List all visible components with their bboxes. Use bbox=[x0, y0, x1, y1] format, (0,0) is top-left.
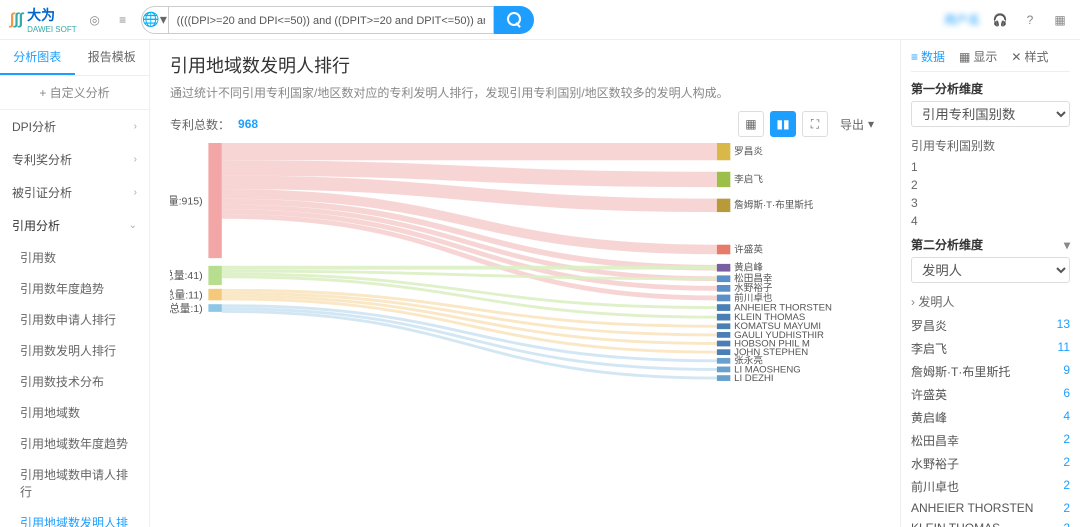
nav-subitem[interactable]: 引用数年度趋势 bbox=[0, 273, 149, 304]
style-icon: ✕ bbox=[1011, 50, 1021, 64]
count-row: 专利总数： 968 ▦ ▮▮ ⛶ 导出▾ bbox=[170, 111, 880, 137]
chart-toolbar: ▦ ▮▮ ⛶ 导出▾ bbox=[738, 111, 880, 137]
search-input[interactable] bbox=[169, 6, 495, 34]
menu-icon[interactable]: ≡ bbox=[113, 10, 133, 30]
user-area: 用户名 🎧 ? ▦ bbox=[944, 10, 1070, 30]
logo: ∫∫∫ 大为 DAWEI SOFT bbox=[10, 5, 77, 34]
inventor-row[interactable]: 水野裕子2 bbox=[911, 452, 1070, 475]
grid-icon[interactable]: ▦ bbox=[1050, 10, 1070, 30]
nav-group[interactable]: DPI分析› bbox=[0, 110, 149, 143]
logo-mark: ∫∫∫ bbox=[10, 11, 23, 29]
nav-group[interactable]: 引用分析⌄ bbox=[0, 209, 149, 242]
inventor-row[interactable]: 李启飞11 bbox=[911, 337, 1070, 360]
help-icon[interactable]: ? bbox=[1020, 10, 1040, 30]
sidebar: 分析图表 报告模板 + 自定义分析 DPI分析›专利奖分析›被引证分析›引用分析… bbox=[0, 40, 150, 527]
nav: DPI分析›专利奖分析›被引证分析›引用分析⌄引用数引用数年度趋势引用数申请人排… bbox=[0, 110, 149, 527]
nav-subitem[interactable]: 引用地域数 bbox=[0, 397, 149, 428]
headset-icon[interactable]: 🎧 bbox=[990, 10, 1010, 30]
nav-subitem[interactable]: 引用数发明人排行 bbox=[0, 335, 149, 366]
custom-analysis-button[interactable]: + 自定义分析 bbox=[0, 76, 149, 110]
export-button[interactable]: 导出▾ bbox=[834, 116, 880, 133]
rp-tabs: ≡数据 ▦显示 ✕样式 bbox=[911, 48, 1070, 72]
inventor-row[interactable]: 黄启峰4 bbox=[911, 406, 1070, 429]
right-panel: ≡数据 ▦显示 ✕样式 第一分析维度 引用专利国别数 引用专利国别数 1234 … bbox=[900, 40, 1080, 527]
dim1-label: 引用专利国别数 bbox=[911, 137, 1070, 154]
logo-text: 大为 bbox=[27, 5, 76, 25]
main: 引用地域数发明人排行 通过统计不同引用专利国家/地区数对应的专利发明人排行，发现… bbox=[150, 40, 900, 527]
svg-text:罗昌炎: 罗昌炎 bbox=[734, 147, 763, 158]
tab-template[interactable]: 报告模板 bbox=[75, 40, 150, 75]
searchbar: 🌐▾ bbox=[141, 6, 535, 34]
svg-text:LI DEZHI: LI DEZHI bbox=[734, 373, 773, 384]
svg-text:2(总量:41): 2(总量:41) bbox=[170, 269, 203, 282]
nav-subitem[interactable]: 引用地域数年度趋势 bbox=[0, 428, 149, 459]
count-value: 968 bbox=[238, 117, 258, 131]
dim1-value: 1 bbox=[911, 158, 1070, 176]
user-name[interactable]: 用户名 bbox=[944, 11, 980, 28]
topbar: ∫∫∫ 大为 DAWEI SOFT ◎ ≡ 🌐▾ 用户名 🎧 ? ▦ bbox=[0, 0, 1080, 40]
expand-button[interactable]: ⛶ bbox=[802, 111, 828, 137]
inventor-table: 罗昌炎13李启飞11詹姆斯·T·布里斯托9许盛英6黄启峰4松田昌幸2水野裕子2前… bbox=[911, 314, 1070, 527]
inventor-row[interactable]: 松田昌幸2 bbox=[911, 429, 1070, 452]
inventor-row[interactable]: 前川卓也2 bbox=[911, 475, 1070, 498]
svg-text:3(总量:11): 3(总量:11) bbox=[170, 288, 203, 301]
list-icon: ≡ bbox=[911, 50, 918, 64]
inventor-row[interactable]: KLEIN THOMAS2 bbox=[911, 518, 1070, 527]
svg-text:詹姆斯·T·布里斯托: 詹姆斯·T·布里斯托 bbox=[734, 199, 814, 211]
table-view-button[interactable]: ▦ bbox=[738, 111, 764, 137]
rp-tab-data[interactable]: ≡数据 bbox=[911, 48, 945, 65]
rp-tab-display[interactable]: ▦显示 bbox=[959, 48, 997, 65]
nav-subitem[interactable]: 引用地域数发明人排行 bbox=[0, 507, 149, 527]
inventor-row[interactable]: 罗昌炎13 bbox=[911, 314, 1070, 337]
dim1-values: 1234 bbox=[911, 158, 1070, 230]
globe-icon[interactable]: 🌐▾ bbox=[141, 6, 169, 34]
search-button[interactable] bbox=[494, 6, 534, 34]
nav-subitem[interactable]: 引用数技术分布 bbox=[0, 366, 149, 397]
svg-text:4(总量:1): 4(总量:1) bbox=[170, 302, 203, 315]
compass-icon[interactable]: ◎ bbox=[85, 10, 105, 30]
chart-view-button[interactable]: ▮▮ bbox=[770, 111, 796, 137]
inventor-row[interactable]: ANHEIER THORSTEN2 bbox=[911, 498, 1070, 518]
nav-subitem[interactable]: 引用数申请人排行 bbox=[0, 304, 149, 335]
page-subtitle: 通过统计不同引用专利国家/地区数对应的专利发明人排行，发现引用专利国别/地区数较… bbox=[170, 84, 880, 101]
grid-icon: ▦ bbox=[959, 50, 970, 64]
sankey-chart: 1(总量:915) 2(总量:41) 3(总量:11)4(总量:1) 罗昌炎李启飞詹姆… bbox=[170, 143, 880, 515]
svg-text:黄启峰: 黄启峰 bbox=[734, 262, 763, 274]
svg-text:李启飞: 李启飞 bbox=[734, 173, 763, 185]
count-label: 专利总数： bbox=[170, 116, 230, 133]
inventor-row[interactable]: 许盛英6 bbox=[911, 383, 1070, 406]
inventor-row[interactable]: 詹姆斯·T·布里斯托9 bbox=[911, 360, 1070, 383]
dim1-title: 第一分析维度 bbox=[911, 80, 1070, 97]
page-title: 引用地域数发明人排行 bbox=[170, 52, 880, 78]
rp-tab-style[interactable]: ✕样式 bbox=[1011, 48, 1048, 65]
nav-subitem[interactable]: 引用数 bbox=[0, 242, 149, 273]
dim1-select[interactable]: 引用专利国别数 bbox=[911, 101, 1070, 127]
nav-subitem[interactable]: 引用地域数申请人排行 bbox=[0, 459, 149, 507]
dim1-value: 2 bbox=[911, 176, 1070, 194]
sidebar-tabs: 分析图表 报告模板 bbox=[0, 40, 149, 76]
dim1-value: 3 bbox=[911, 194, 1070, 212]
logo-subtext: DAWEI SOFT bbox=[27, 25, 76, 34]
svg-text:许盛英: 许盛英 bbox=[734, 243, 763, 255]
dim2-label: › 发明人 bbox=[911, 293, 1070, 310]
tab-chart[interactable]: 分析图表 bbox=[0, 40, 75, 75]
dim2-title: 第二分析维度▾ bbox=[911, 236, 1070, 253]
nav-group[interactable]: 专利奖分析› bbox=[0, 143, 149, 176]
svg-text:1(总量:915): 1(总量:915) bbox=[170, 194, 203, 207]
chevron-down-icon[interactable]: ▾ bbox=[1064, 238, 1070, 252]
dim2-select[interactable]: 发明人 bbox=[911, 257, 1070, 283]
dim1-value: 4 bbox=[911, 212, 1070, 230]
nav-group[interactable]: 被引证分析› bbox=[0, 176, 149, 209]
